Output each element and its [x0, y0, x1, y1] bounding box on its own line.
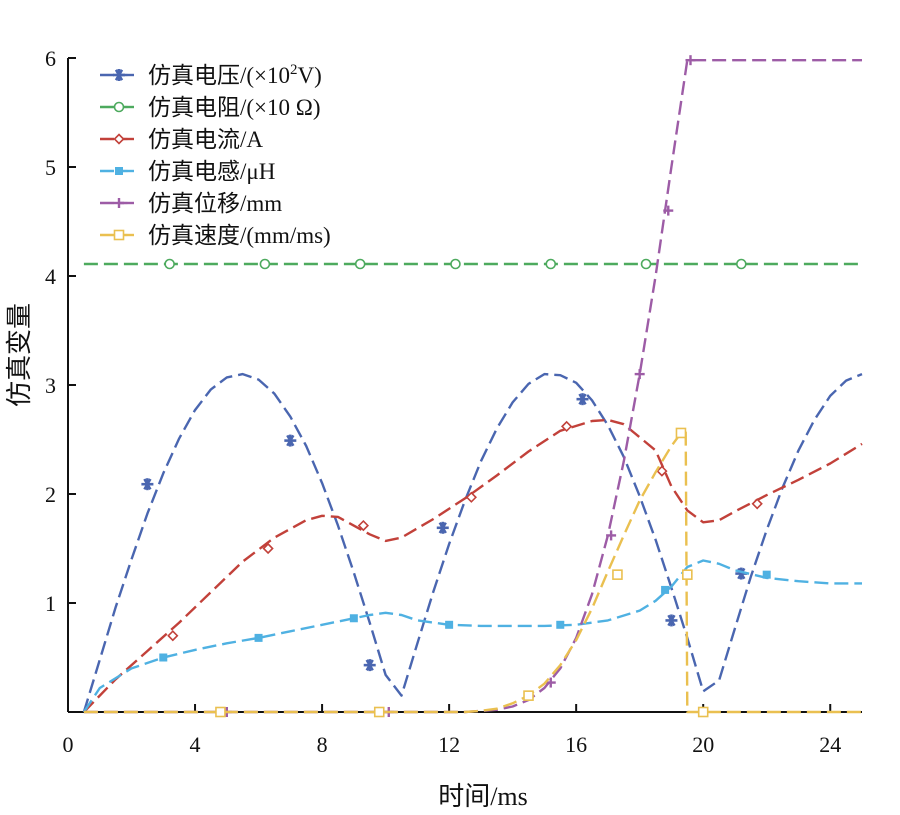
series-3-point-4	[556, 620, 565, 629]
series-5-point-0	[215, 706, 226, 718]
series-line-4	[83, 59, 862, 714]
series-1-point-1	[259, 258, 271, 270]
series-line-2	[83, 418, 863, 713]
series-2-point-6	[751, 498, 763, 510]
legend-marker-0	[113, 69, 125, 81]
series-1	[83, 258, 862, 270]
series-2-point-4	[561, 420, 573, 433]
series-0-point-1	[284, 434, 297, 447]
series-3-point-5	[661, 585, 670, 594]
legend-marker-2	[113, 133, 125, 145]
legend: 仿真电压/(×102V) 仿真电阻/(×10 Ω) 仿真电流/A 仿真电感/μH 仿真位…	[100, 62, 331, 248]
legend-marker-4	[114, 198, 124, 208]
series-2-point-0	[167, 630, 179, 642]
series-4-point-3	[606, 530, 617, 541]
series-3-point-2	[349, 614, 358, 623]
y-axis-title: 仿真变量	[5, 303, 34, 407]
series-4-point-2	[545, 677, 556, 688]
series-1-point-0	[164, 258, 175, 270]
series-0-point-3	[436, 521, 449, 534]
legend-item-4: 仿真位移/mm	[100, 191, 282, 216]
series-1-point-5	[640, 258, 652, 270]
x-axis-title: 时间/ms	[438, 782, 528, 811]
series-3-point-0	[159, 653, 168, 662]
y-tick-label-2: 3	[45, 373, 56, 398]
x-tick-label-6: 24	[819, 732, 841, 757]
legend-label-3: 仿真电感/μH	[148, 159, 275, 184]
x-tick-label-4: 16	[565, 732, 587, 757]
legend-marker-5	[113, 229, 125, 241]
series-5-point-6	[697, 706, 709, 718]
legend-marker-1	[113, 101, 125, 113]
y-ticks: 1 2 3 4 5 6	[45, 46, 76, 616]
legend-marker-3	[115, 167, 123, 175]
series-0-point-2	[363, 659, 376, 672]
series-5-point-4	[675, 427, 687, 439]
series-5-point-1	[373, 706, 385, 718]
series-2	[83, 418, 863, 713]
legend-label-2: 仿真电流/A	[148, 127, 263, 152]
series-2-point-1	[262, 542, 274, 555]
series-4-point-6	[685, 55, 696, 66]
y-tick-label-0: 1	[45, 591, 56, 616]
series-1-point-2	[354, 258, 366, 270]
legend-item-2: 仿真电流/A	[100, 127, 263, 152]
series-4-point-4	[634, 369, 645, 380]
legend-item-5: 仿真速度/(mm/ms)	[100, 223, 331, 248]
y-tick-label-4: 5	[45, 155, 56, 180]
series-line-5	[83, 429, 862, 714]
y-tick-label-1: 2	[45, 482, 56, 507]
series-5-point-3	[612, 569, 623, 580]
legend-item-1: 仿真电阻/(×10 Ω)	[100, 95, 321, 120]
x-tick-label-0: 0	[63, 732, 74, 757]
series-0-point-0	[141, 478, 154, 491]
x-ticks: 0 4 8 12 16 20 24	[63, 704, 841, 757]
series-3-point-3	[445, 620, 454, 629]
x-tick-label-2: 8	[317, 732, 328, 757]
series-line-0	[82, 372, 863, 713]
series-1-point-4	[545, 258, 557, 270]
series-1-point-6	[736, 258, 747, 270]
series-3-point-6	[762, 570, 771, 579]
y-tick-label-5: 6	[45, 46, 56, 71]
legend-label-1: 仿真电阻/(×10 Ω)	[148, 95, 321, 120]
series-5-point-5	[682, 569, 693, 580]
series-2-point-3	[465, 491, 477, 503]
series-3-point-1	[254, 633, 263, 642]
series-0-point-4	[576, 393, 589, 406]
series-5-point-2	[523, 690, 534, 701]
series-1-point-3	[450, 258, 461, 270]
series-3	[82, 559, 862, 713]
x-tick-label-5: 20	[692, 732, 714, 757]
series-4	[83, 55, 862, 717]
series-2-point-2	[357, 519, 369, 532]
legend-label-5: 仿真速度/(mm/ms)	[148, 223, 331, 248]
x-tick-label-3: 12	[438, 732, 460, 757]
x-tick-label-1: 4	[190, 732, 201, 757]
legend-item-0: 仿真电压/(×102V)	[100, 62, 322, 88]
plot-area	[82, 55, 863, 718]
series-0-point-5	[665, 614, 678, 627]
series-5	[83, 427, 862, 718]
legend-label-4: 仿真位移/mm	[148, 191, 282, 216]
legend-item-3: 仿真电感/μH	[100, 159, 275, 184]
y-tick-label-3: 4	[45, 264, 56, 289]
legend-label-0: 仿真电压/(×102V)	[148, 62, 322, 88]
series-2-point-5	[656, 465, 668, 477]
series-0	[82, 372, 863, 713]
series-line-3	[82, 559, 862, 713]
series-4-point-5	[663, 205, 674, 216]
